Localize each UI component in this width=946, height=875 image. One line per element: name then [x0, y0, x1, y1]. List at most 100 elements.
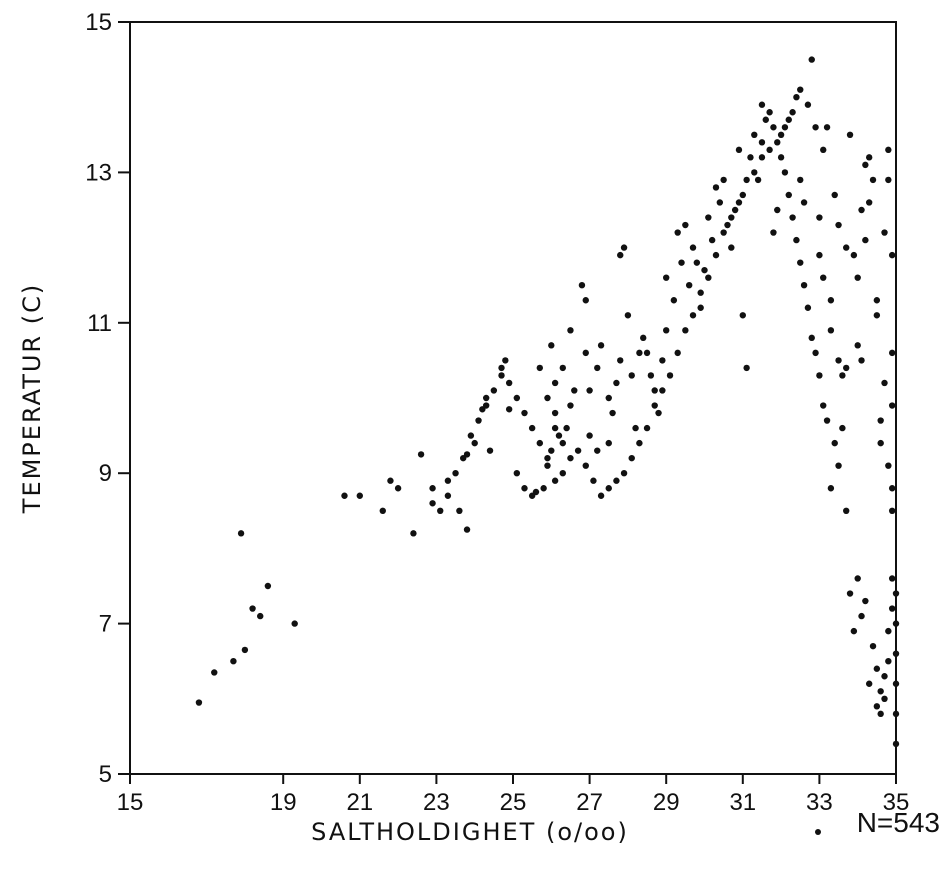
data-point: [463, 526, 471, 533]
data-point: [854, 342, 861, 349]
data-point: [559, 470, 566, 477]
x-tick-label: 29: [653, 789, 680, 816]
data-point: [536, 439, 544, 447]
data-point: [586, 387, 593, 394]
x-axis-ticks: 15 19 21 23 25 27 29 31 33 35: [117, 774, 910, 816]
data-point: [237, 530, 245, 537]
data-point: [613, 477, 620, 484]
data-point: [789, 109, 796, 116]
data-point: [827, 297, 835, 304]
data-point: [417, 451, 425, 458]
data-point: [881, 695, 888, 702]
data-point: [651, 402, 658, 409]
data-point: [429, 500, 436, 507]
data-point: [697, 289, 704, 296]
data-point: [582, 462, 589, 469]
data-point: [731, 206, 739, 214]
data-point: [873, 665, 881, 672]
data-point: [693, 259, 701, 266]
x-tick-label: 35: [883, 789, 910, 816]
data-point: [532, 488, 540, 496]
data-point: [888, 507, 896, 514]
data-point: [582, 349, 589, 357]
data-point: [249, 605, 256, 612]
data-point: [548, 342, 555, 349]
data-point: [843, 364, 850, 372]
data-point: [605, 394, 612, 402]
data-point: [467, 432, 475, 439]
data-point: [628, 454, 635, 462]
data-point: [877, 417, 884, 424]
x-tick-label: 33: [806, 789, 833, 816]
data-point: [827, 485, 835, 492]
data-point: [735, 146, 743, 154]
data-point: [850, 251, 858, 259]
sample-size-annotation: N=543: [857, 807, 940, 838]
data-point: [540, 485, 547, 492]
data-point: [502, 357, 509, 364]
data-point: [555, 432, 563, 439]
data-point: [659, 387, 666, 394]
data-point: [820, 146, 827, 154]
data-point: [544, 394, 551, 402]
data-point: [777, 154, 785, 161]
data-point: [743, 176, 750, 184]
data-point: [892, 650, 900, 657]
data-point: [843, 507, 850, 514]
data-point: [892, 740, 900, 748]
data-point: [881, 379, 888, 387]
data-point: [617, 251, 624, 259]
data-point: [839, 372, 846, 379]
data-point: [804, 304, 812, 311]
data-point: [429, 485, 436, 492]
data-point: [751, 169, 758, 176]
data-point: [257, 612, 264, 620]
data-point: [528, 424, 536, 432]
data-point: [605, 485, 612, 492]
data-point: [195, 699, 203, 706]
data-point: [708, 236, 716, 244]
data-point: [735, 199, 743, 206]
data-point: [843, 244, 850, 251]
data-point: [444, 477, 452, 484]
data-point: [885, 658, 892, 665]
data-point: [862, 161, 869, 169]
data-point: [885, 176, 892, 184]
data-point: [739, 191, 746, 199]
data-point: [444, 492, 452, 499]
data-point: [800, 199, 808, 206]
data-point: [513, 394, 521, 402]
data-point: [720, 176, 727, 184]
data-point: [747, 154, 754, 161]
data-point: [597, 342, 605, 349]
data-point: [544, 454, 551, 462]
data-points: [195, 56, 900, 748]
data-point: [739, 312, 746, 319]
x-tick-label: 27: [576, 789, 603, 816]
data-point: [636, 349, 643, 357]
data-point: [670, 297, 678, 304]
data-point: [785, 191, 792, 199]
data-point: [800, 282, 808, 289]
data-point: [758, 154, 766, 161]
data-point: [341, 492, 348, 499]
data-point: [877, 439, 884, 447]
data-point: [797, 259, 804, 266]
data-point: [754, 176, 762, 184]
y-tick-label: 15: [85, 9, 112, 36]
data-point: [663, 327, 670, 334]
data-point: [712, 184, 720, 191]
data-point: [835, 462, 842, 469]
data-point: [808, 334, 815, 342]
data-point: [804, 101, 812, 108]
data-point: [643, 424, 651, 432]
data-point: [766, 109, 773, 116]
data-point: [827, 327, 835, 334]
data-point: [613, 379, 620, 387]
data-point: [291, 620, 298, 627]
data-point: [724, 221, 731, 229]
data-point: [563, 424, 570, 432]
data-point: [521, 409, 528, 417]
data-point: [705, 214, 712, 221]
y-tick-label: 9: [99, 460, 112, 487]
